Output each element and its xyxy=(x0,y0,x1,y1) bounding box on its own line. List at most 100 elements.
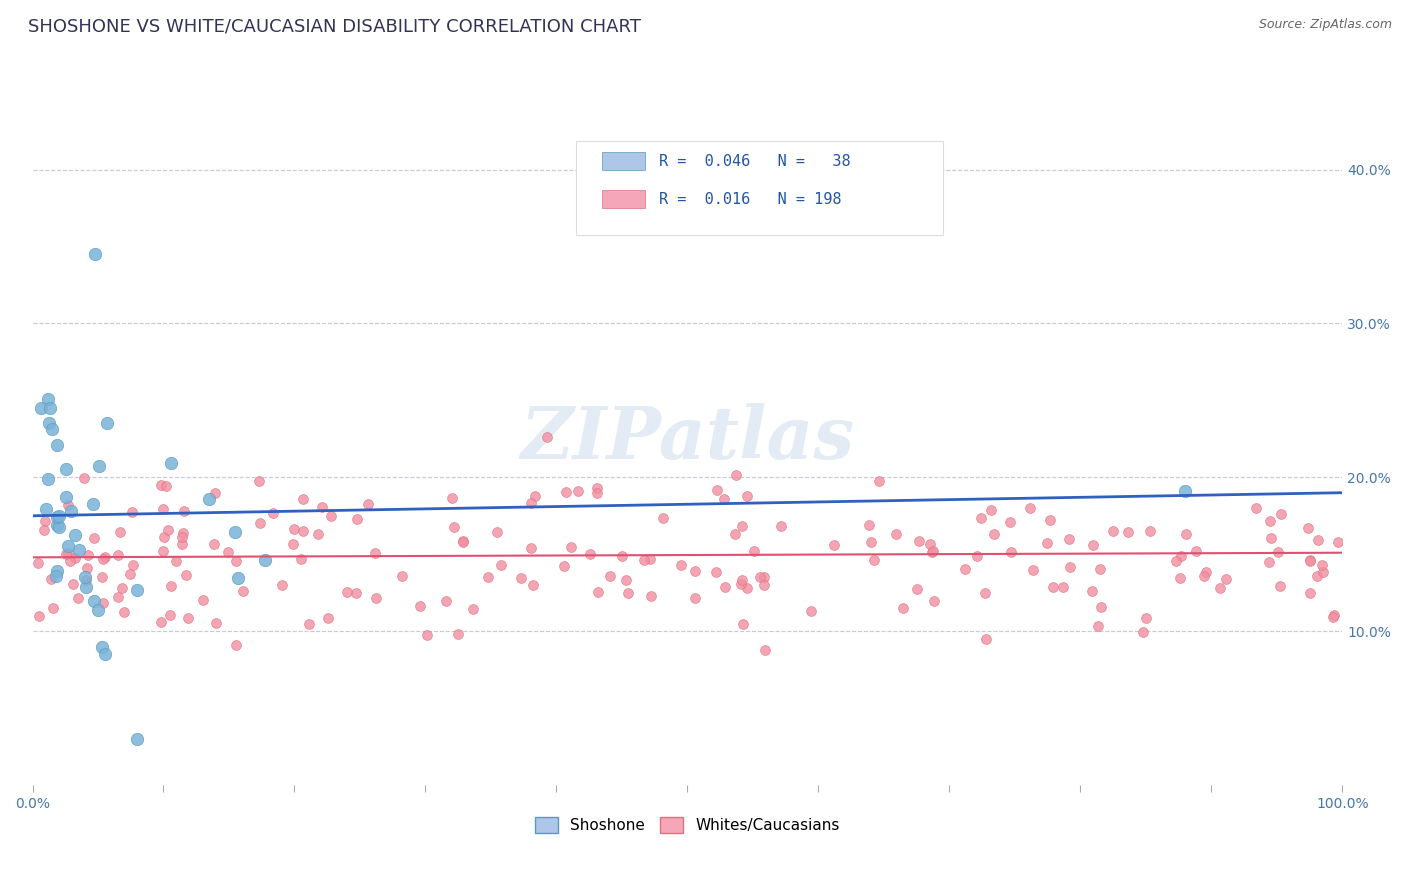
Point xyxy=(67,542,90,557)
Point xyxy=(76,548,98,562)
Point xyxy=(638,551,661,566)
Point xyxy=(754,578,776,592)
Point xyxy=(91,552,114,566)
Point xyxy=(224,524,246,539)
Point xyxy=(451,534,474,549)
Point xyxy=(364,546,387,560)
Point xyxy=(714,580,737,594)
Point xyxy=(48,508,70,523)
Point xyxy=(1132,624,1154,639)
Point xyxy=(524,489,547,503)
Point xyxy=(177,611,200,625)
Point xyxy=(197,491,219,506)
Point xyxy=(107,590,129,604)
Text: Source: ZipAtlas.com: Source: ZipAtlas.com xyxy=(1258,18,1392,31)
Point xyxy=(193,593,215,607)
Point xyxy=(247,474,270,488)
Point xyxy=(307,527,329,541)
Point xyxy=(1260,514,1282,528)
Point xyxy=(59,504,82,518)
Point xyxy=(217,545,239,559)
Point xyxy=(1174,484,1197,499)
Point xyxy=(434,594,457,608)
Point xyxy=(652,511,675,525)
Point xyxy=(159,608,181,623)
Text: SHOSHONE VS WHITE/CAUCASIAN DISABILITY CORRELATION CHART: SHOSHONE VS WHITE/CAUCASIAN DISABILITY C… xyxy=(28,18,641,36)
Point xyxy=(344,586,367,600)
Point xyxy=(35,502,58,516)
Point xyxy=(127,582,149,597)
Point xyxy=(39,401,62,415)
Point xyxy=(28,609,51,624)
Point xyxy=(225,638,247,652)
Point xyxy=(983,526,1005,541)
Point xyxy=(292,492,315,507)
Point xyxy=(555,485,578,500)
Point xyxy=(46,518,69,533)
Point xyxy=(93,596,115,610)
Point xyxy=(1139,524,1161,539)
Point xyxy=(617,586,640,600)
Point xyxy=(65,551,87,566)
Point xyxy=(769,518,792,533)
Point xyxy=(461,602,484,616)
Point xyxy=(153,530,176,544)
Point xyxy=(107,548,129,562)
Point xyxy=(1101,524,1123,539)
Point xyxy=(91,640,114,654)
Point xyxy=(46,438,69,452)
Point xyxy=(346,512,368,526)
Point xyxy=(112,605,135,619)
Point xyxy=(1116,524,1139,539)
Point xyxy=(1164,554,1187,568)
Point xyxy=(579,547,602,561)
Point xyxy=(1022,563,1045,577)
FancyBboxPatch shape xyxy=(602,190,645,208)
Point xyxy=(567,483,589,498)
Point xyxy=(37,392,59,407)
Point xyxy=(160,579,183,593)
Point xyxy=(1185,544,1208,558)
Point xyxy=(108,525,131,540)
Point xyxy=(1194,569,1216,583)
Point xyxy=(75,580,97,594)
Point xyxy=(32,523,55,537)
Point xyxy=(172,525,194,540)
Point xyxy=(1310,558,1333,573)
Point xyxy=(610,549,633,563)
Point xyxy=(89,458,111,473)
Point xyxy=(55,547,77,561)
Point xyxy=(704,565,727,579)
Point xyxy=(640,589,662,603)
Point xyxy=(1298,586,1320,600)
Point xyxy=(868,474,890,488)
Point xyxy=(1083,537,1105,551)
Point xyxy=(55,462,77,476)
Point xyxy=(519,541,541,555)
Point xyxy=(37,472,59,486)
Point xyxy=(84,247,107,261)
Point xyxy=(94,549,117,564)
Point xyxy=(357,496,380,510)
Point xyxy=(706,483,728,498)
Point xyxy=(34,514,56,528)
Point xyxy=(860,534,883,549)
Point xyxy=(685,564,707,578)
Point xyxy=(858,517,880,532)
Point xyxy=(1168,571,1191,585)
Point xyxy=(83,594,105,608)
Point xyxy=(1039,513,1062,527)
Point xyxy=(127,731,149,746)
Point xyxy=(1175,527,1198,541)
Point xyxy=(1326,534,1348,549)
Point xyxy=(56,546,79,560)
Point xyxy=(41,601,63,615)
Point xyxy=(921,544,943,558)
Point xyxy=(62,577,84,591)
Point xyxy=(73,570,96,584)
Point xyxy=(1306,569,1329,583)
Point xyxy=(290,551,312,566)
Point xyxy=(1312,565,1334,579)
Text: R =  0.046   N =   38: R = 0.046 N = 38 xyxy=(658,153,851,169)
Point xyxy=(1322,609,1344,624)
